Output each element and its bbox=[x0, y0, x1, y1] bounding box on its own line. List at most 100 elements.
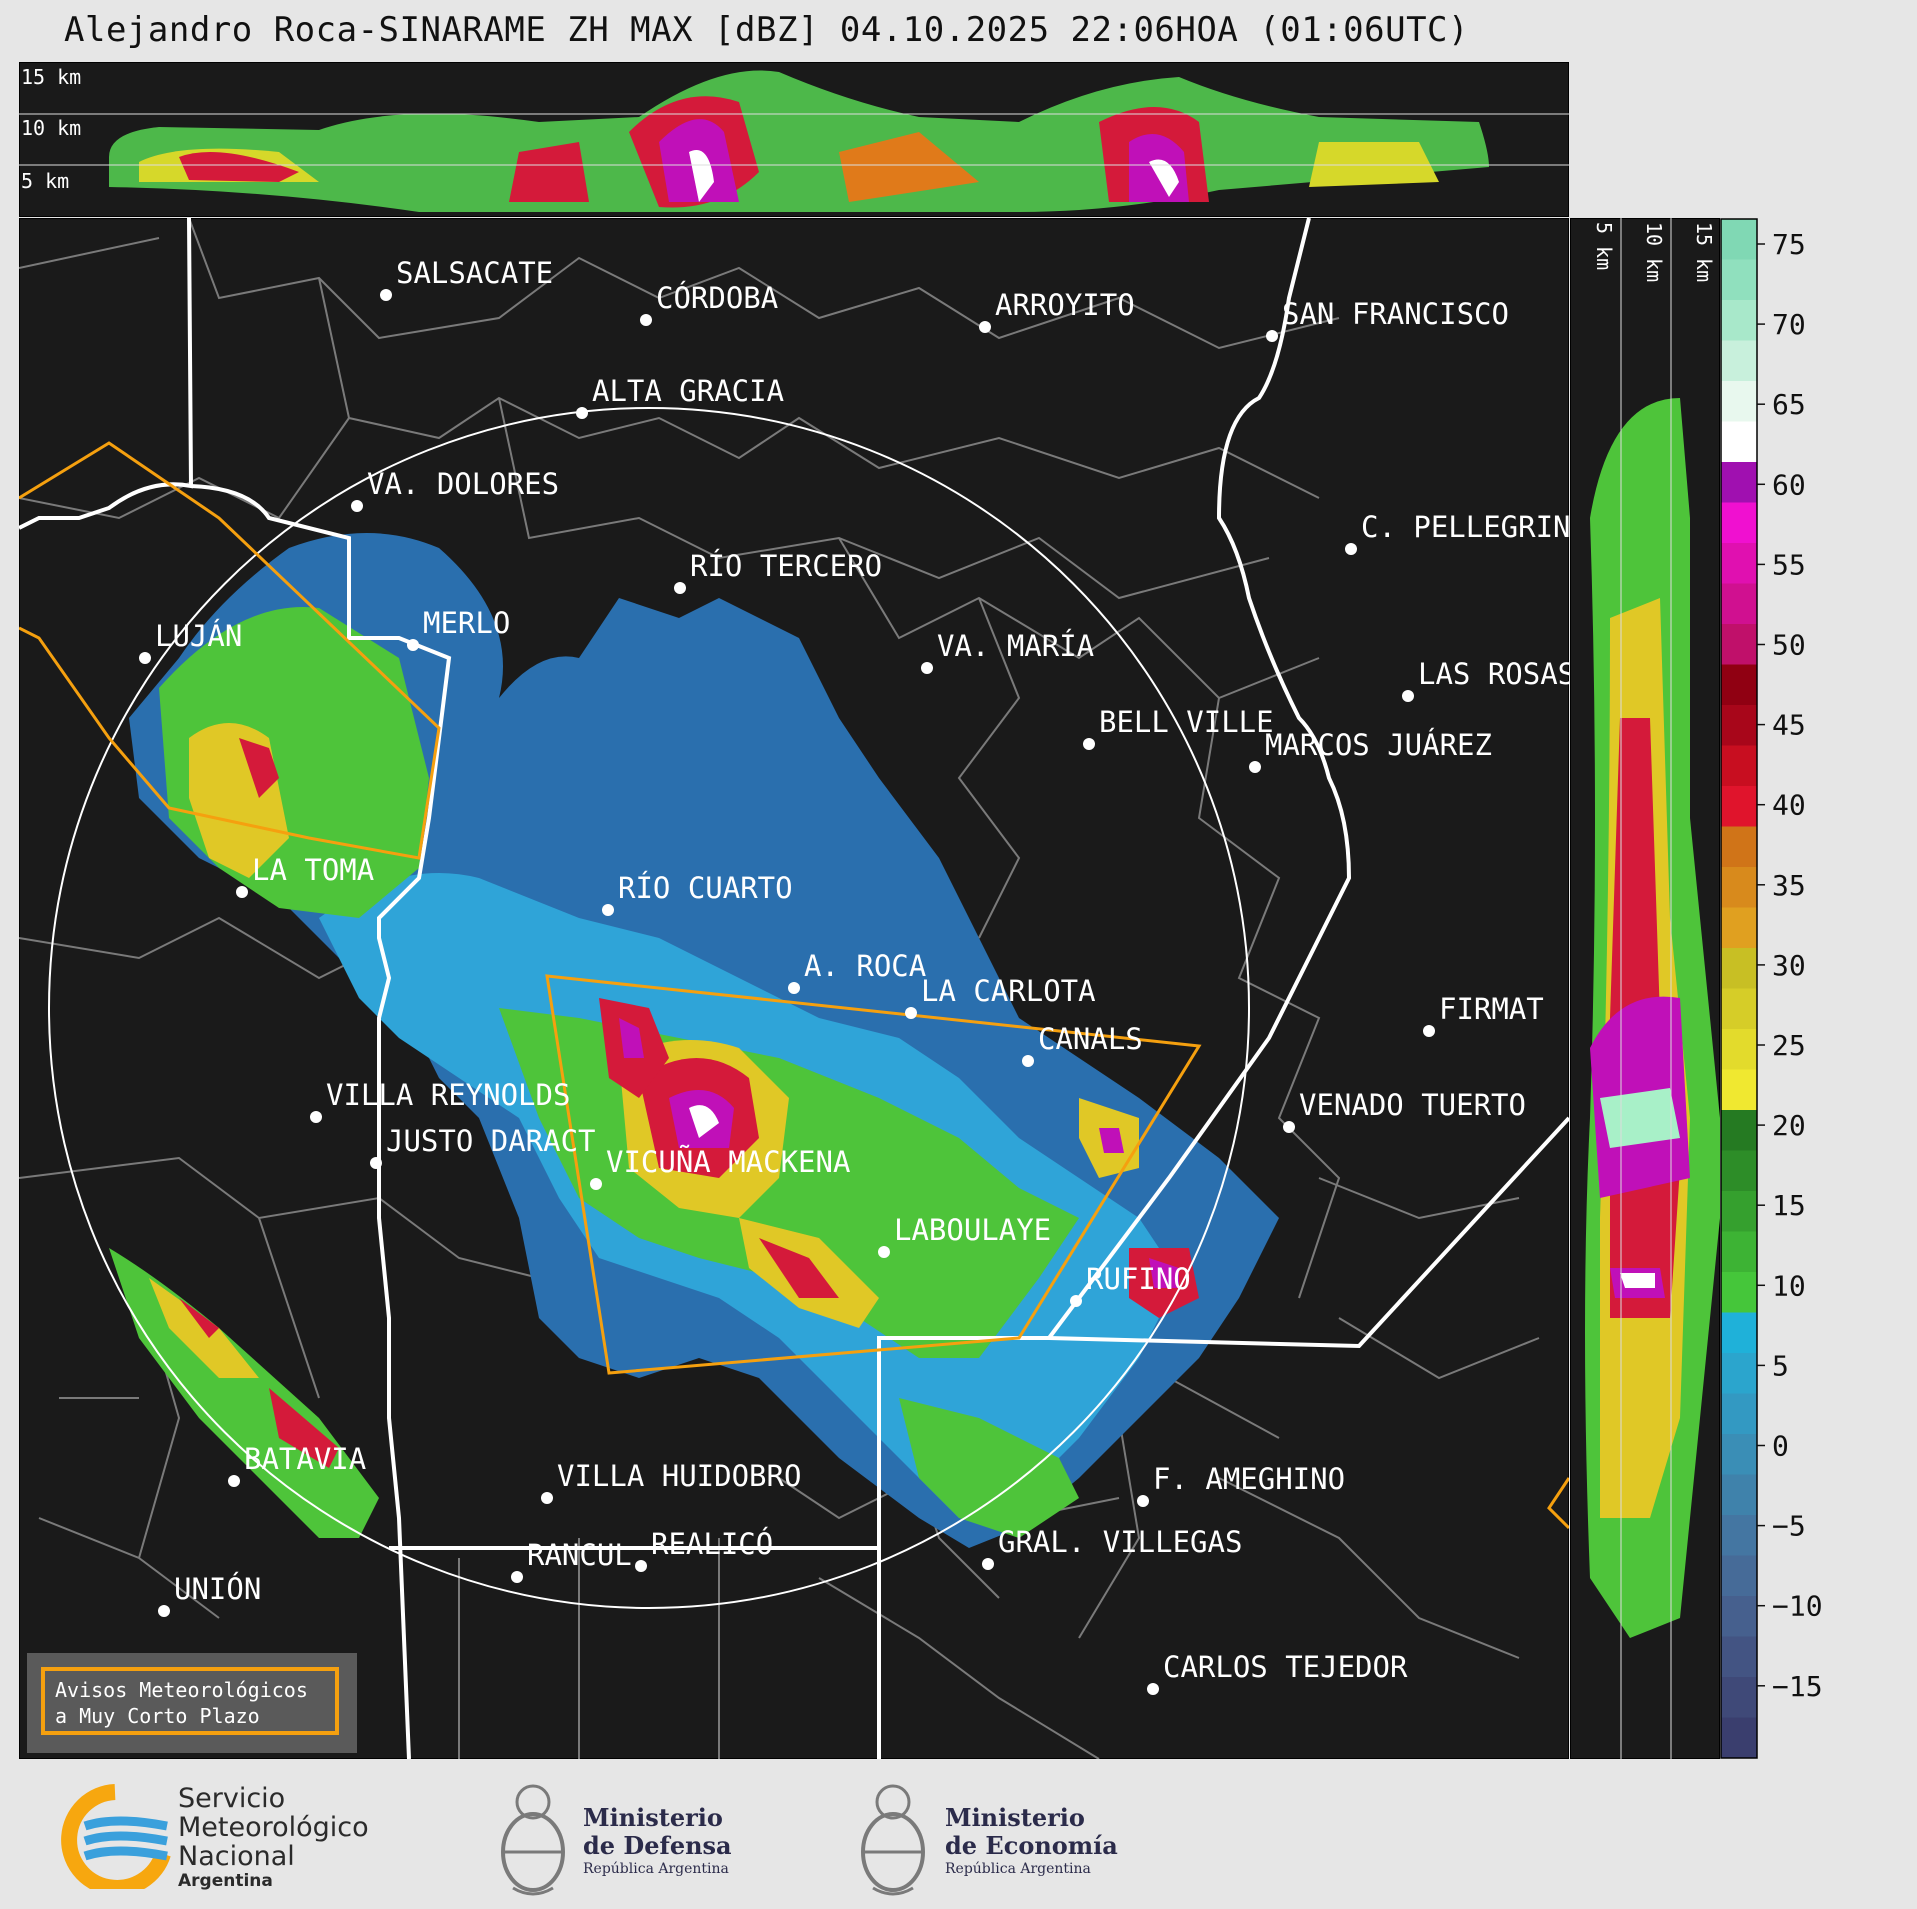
city-marker: LUJÁN bbox=[139, 619, 242, 664]
colorbar-band bbox=[1721, 1474, 1757, 1516]
economia-logo-text: Ministerio de Economía República Argenti… bbox=[945, 1804, 1118, 1878]
colorbar-tick-label: 5 bbox=[1772, 1349, 1789, 1382]
colorbar-band bbox=[1721, 1677, 1757, 1718]
city-label: GRAL. VILLEGAS bbox=[998, 1525, 1242, 1559]
city-label: CANALS bbox=[1038, 1022, 1143, 1056]
colorbar-band bbox=[1721, 826, 1757, 868]
smn-logo-icon bbox=[61, 1784, 171, 1889]
colorbar-tick-label: −5 bbox=[1772, 1510, 1806, 1543]
colorbar-band bbox=[1721, 1596, 1757, 1637]
defensa-logo-text: Ministerio de Defensa República Argentin… bbox=[583, 1804, 732, 1878]
city-dot bbox=[1266, 330, 1278, 342]
city-label: ALTA GRACIA bbox=[592, 374, 784, 408]
city-label: VENADO TUERTO bbox=[1299, 1088, 1526, 1122]
city-dot bbox=[158, 1605, 170, 1617]
city-dot bbox=[236, 886, 248, 898]
city-marker: CANALS bbox=[1022, 1022, 1143, 1067]
colorbar-band bbox=[1721, 745, 1757, 787]
city-dot bbox=[139, 652, 151, 664]
city-dot bbox=[1402, 690, 1414, 702]
colorbar-band bbox=[1721, 1353, 1757, 1394]
smn-line3: Nacional bbox=[178, 1841, 295, 1872]
economia-coat-of-arms-icon bbox=[861, 1784, 925, 1896]
city-marker: VA. DOLORES bbox=[351, 467, 559, 512]
city-label: BELL VILLE bbox=[1099, 705, 1274, 739]
colorbar-band bbox=[1721, 1110, 1757, 1151]
city-dot bbox=[982, 1558, 994, 1570]
city-label: FIRMAT bbox=[1439, 992, 1544, 1026]
city-label: MARCOS JUÁREZ bbox=[1265, 728, 1492, 762]
colorbar-tick-label: 35 bbox=[1772, 869, 1806, 902]
city-dot bbox=[1137, 1495, 1149, 1507]
colorbar-band bbox=[1721, 988, 1757, 1030]
city-dot bbox=[878, 1246, 890, 1258]
top-height-label-15: 15 km bbox=[21, 65, 81, 89]
colorbar-band bbox=[1721, 1150, 1757, 1192]
city-dot bbox=[590, 1178, 602, 1190]
city-marker: LA CARLOTA bbox=[905, 974, 1096, 1019]
city-marker: A. ROCA bbox=[788, 949, 926, 994]
colorbar-band bbox=[1721, 1434, 1757, 1475]
colorbar-band bbox=[1721, 786, 1757, 827]
city-label: SALSACATE bbox=[396, 256, 553, 290]
colorbar-band bbox=[1721, 1515, 1757, 1556]
city-label: LA TOMA bbox=[252, 853, 374, 887]
city-dot bbox=[602, 904, 614, 916]
city-marker: CARLOS TEJEDOR bbox=[1147, 1650, 1408, 1695]
city-label: LUJÁN bbox=[155, 619, 242, 653]
top-cross-section-panel: 15 km 10 km 5 km bbox=[19, 62, 1569, 217]
colorbar-band bbox=[1721, 1393, 1757, 1435]
colorbar-band bbox=[1721, 948, 1757, 989]
city-marker: RUFINO bbox=[1070, 1262, 1191, 1307]
city-marker: LA TOMA bbox=[236, 853, 374, 898]
city-dot bbox=[979, 321, 991, 333]
colorbar-tick-label: 15 bbox=[1772, 1189, 1806, 1222]
colorbar-band bbox=[1721, 502, 1757, 544]
city-label: F. AMEGHINO bbox=[1153, 1462, 1345, 1496]
colorbar-band bbox=[1721, 462, 1757, 503]
colorbar-tick-label: 25 bbox=[1772, 1029, 1806, 1062]
city-label: C. PELLEGRINI bbox=[1361, 510, 1569, 544]
city-markers: SALSACATE CÓRDOBA ARROYITO SAN FRANCISCO ALT… bbox=[139, 256, 1569, 1695]
colorbar-band bbox=[1721, 1636, 1757, 1678]
colorbar-bands bbox=[1721, 219, 1757, 1759]
city-dot bbox=[1083, 738, 1095, 750]
city-label: VICUÑA MACKENA bbox=[606, 1145, 850, 1179]
colorbar-band bbox=[1721, 1029, 1757, 1070]
smn-line4: Argentina bbox=[178, 1871, 273, 1891]
city-marker: SAN FRANCISCO bbox=[1266, 297, 1509, 342]
city-label: CÓRDOBA bbox=[656, 281, 778, 315]
colorbar-tick-label: 65 bbox=[1772, 388, 1806, 421]
city-label: RANCUL bbox=[527, 1538, 632, 1572]
defensa-coat-of-arms-icon bbox=[501, 1784, 565, 1896]
city-label: BATAVIA bbox=[244, 1442, 366, 1476]
city-marker: RANCUL bbox=[511, 1538, 632, 1583]
city-marker: RÍO TERCERO bbox=[674, 549, 882, 594]
city-marker: LAS ROSAS bbox=[1402, 657, 1569, 702]
colorbar-band bbox=[1721, 259, 1757, 301]
colorbar-band bbox=[1721, 907, 1757, 949]
colorbar-band bbox=[1721, 664, 1757, 706]
page-title: Alejandro Roca-SINARAME ZH MAX [dBZ] 04.… bbox=[64, 10, 1469, 50]
top-height-label-5: 5 km bbox=[21, 169, 69, 193]
smn-logo-text: Servicio Meteorológico Nacional Argentin… bbox=[178, 1784, 369, 1891]
city-label: ARROYITO bbox=[995, 288, 1135, 322]
city-label: MERLO bbox=[423, 606, 510, 640]
city-label: VILLA HUIDOBRO bbox=[557, 1459, 801, 1493]
colorbar-band bbox=[1721, 300, 1757, 341]
warning-legend-line2: a Muy Corto Plazo bbox=[55, 1704, 260, 1728]
city-dot bbox=[351, 500, 363, 512]
colorbar-tick-label: −15 bbox=[1772, 1670, 1823, 1703]
colorbar-band bbox=[1721, 1231, 1757, 1273]
city-marker: UNIÓN bbox=[158, 1572, 261, 1617]
colorbar-band bbox=[1721, 340, 1757, 382]
city-label: RÍO TERCERO bbox=[690, 549, 882, 583]
city-marker: REALICÓ bbox=[635, 1527, 773, 1572]
city-marker: JUSTO DARACT bbox=[370, 1124, 596, 1169]
city-label: LABOULAYE bbox=[894, 1213, 1051, 1247]
side-height-label-5: 5 km bbox=[1592, 222, 1616, 270]
city-dot bbox=[1283, 1121, 1295, 1133]
colorbar-band bbox=[1721, 1272, 1757, 1313]
colorbar-tick-label: 55 bbox=[1772, 548, 1806, 581]
city-marker: ALTA GRACIA bbox=[576, 374, 784, 419]
